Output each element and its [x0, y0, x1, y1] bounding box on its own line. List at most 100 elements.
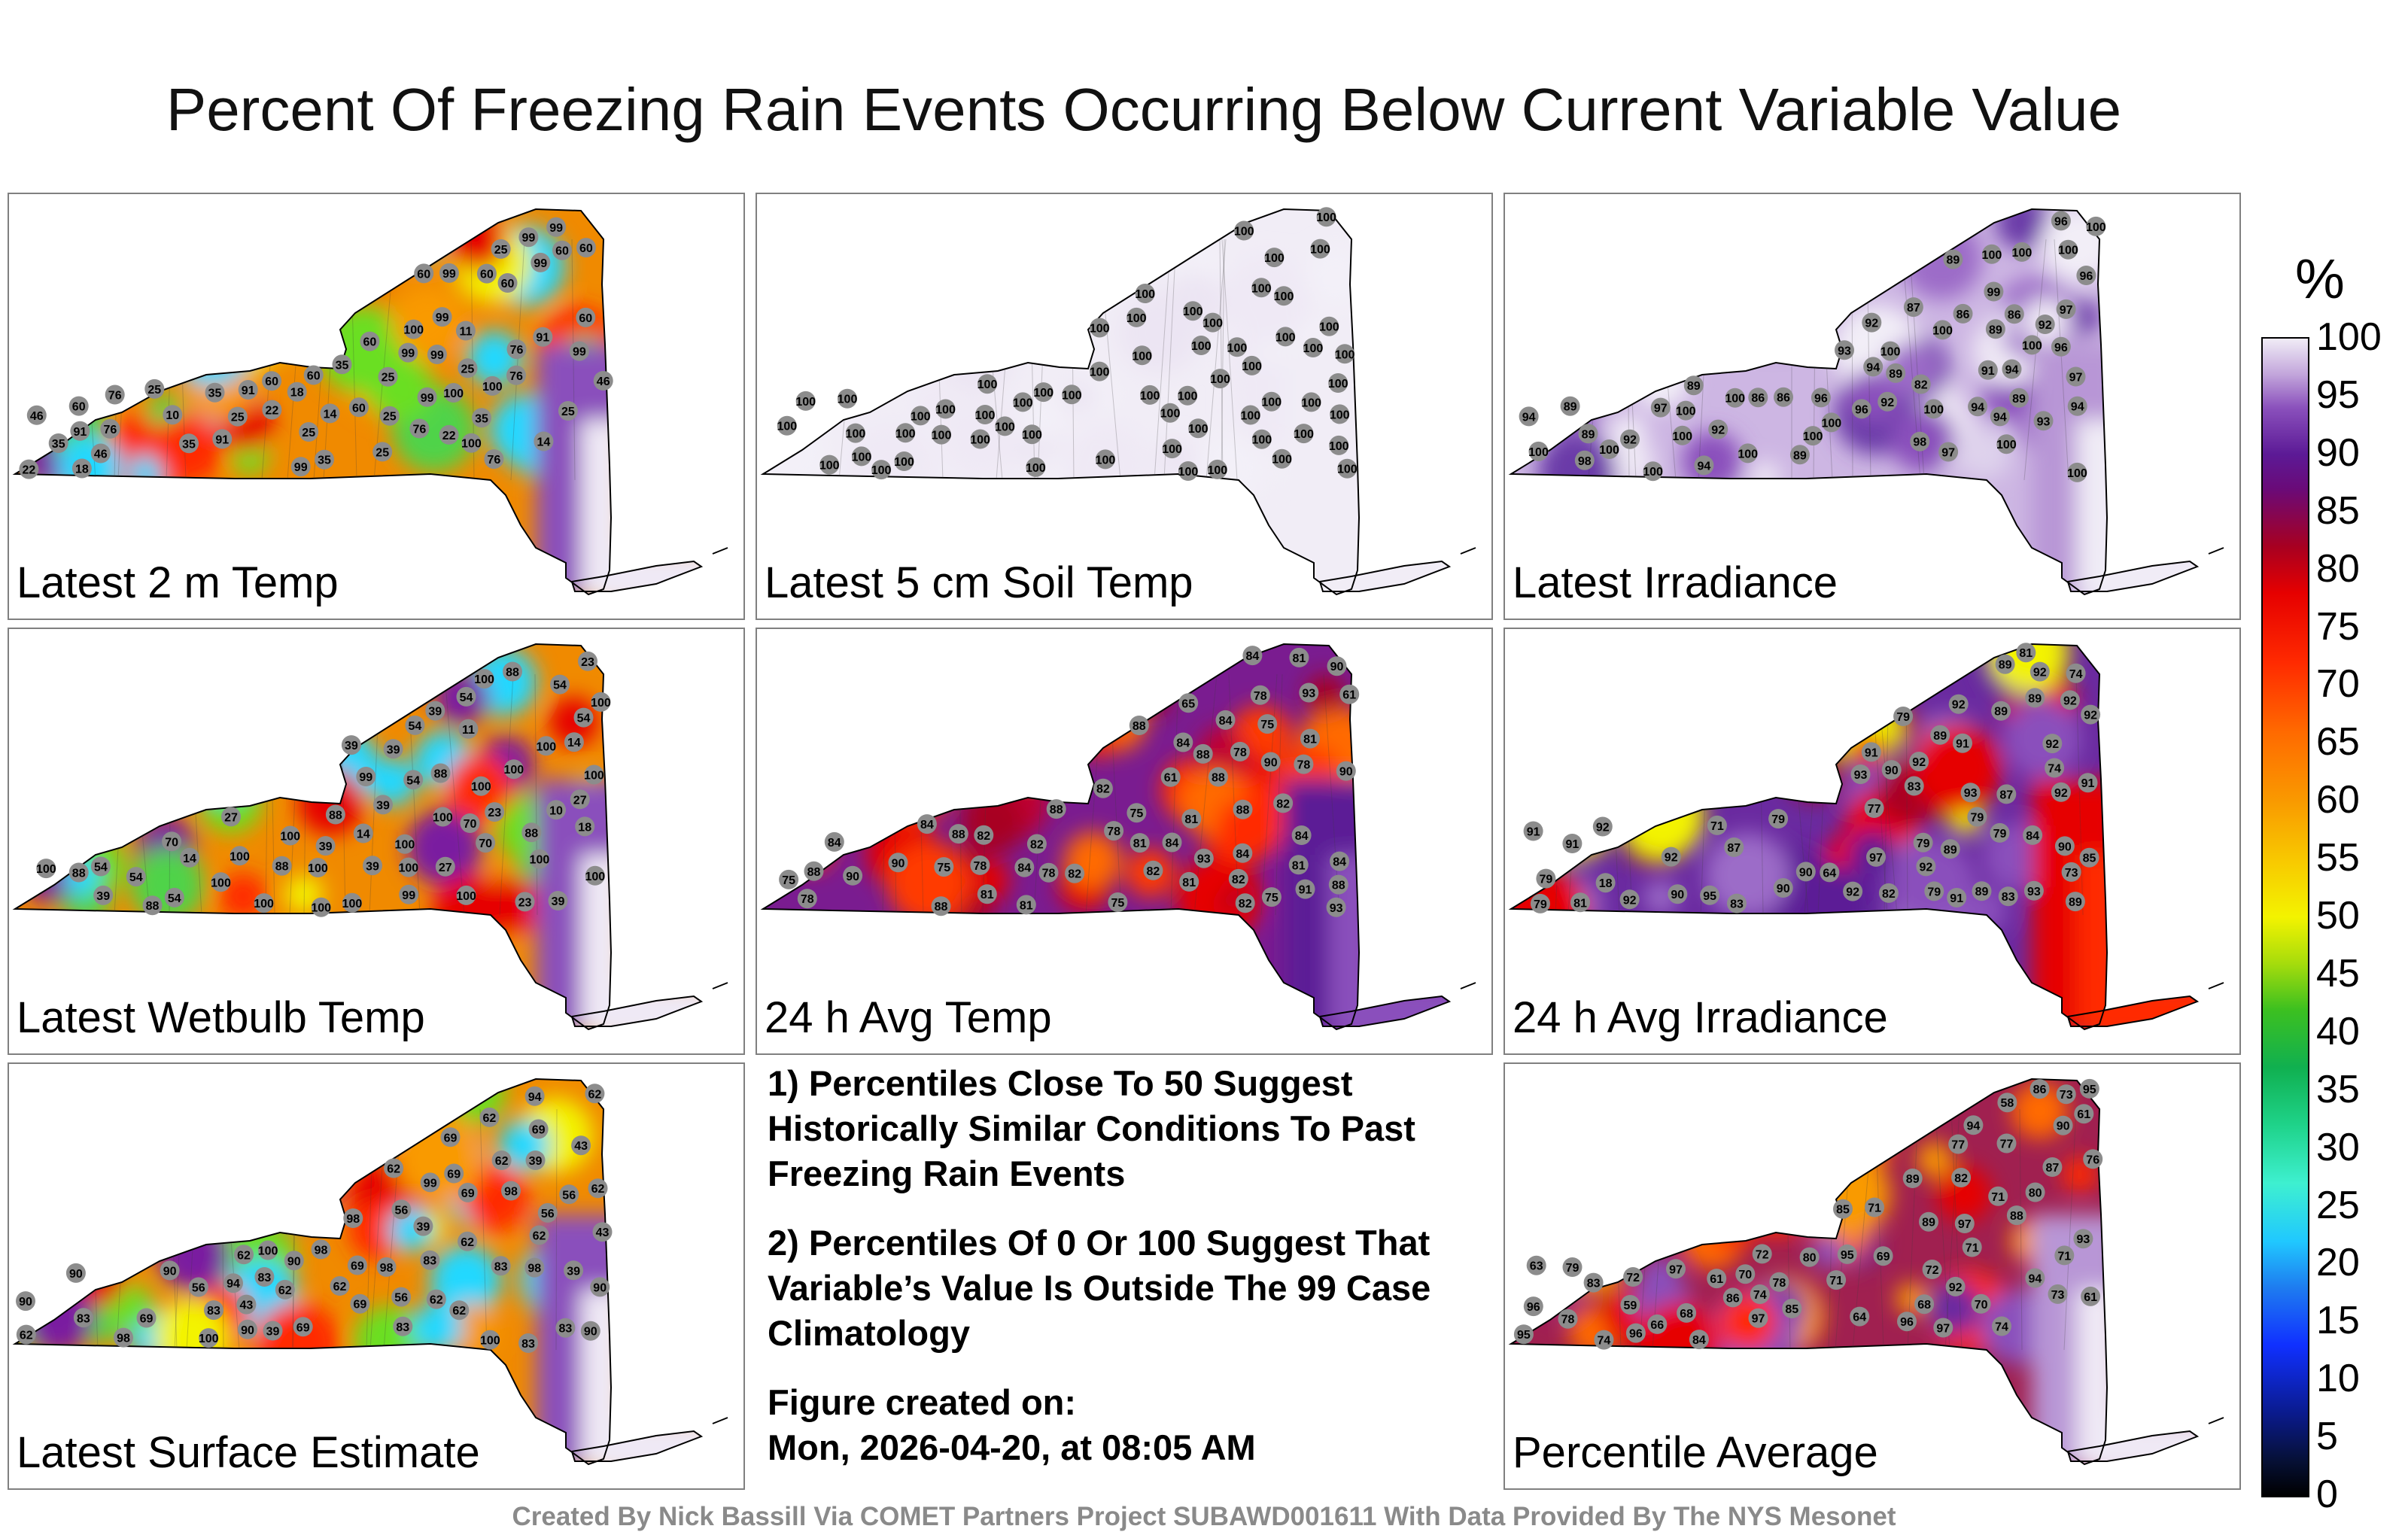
- station-value: 82: [1914, 379, 1928, 392]
- station-marker: 14: [534, 431, 554, 451]
- station-marker: 96: [2051, 211, 2071, 231]
- station-marker: 56: [391, 1199, 412, 1220]
- station-marker: 70: [476, 833, 496, 853]
- station-value: 25: [494, 244, 508, 257]
- station-value: 60: [555, 245, 569, 258]
- station-value: 82: [1239, 898, 1252, 910]
- station-value: 62: [387, 1163, 400, 1176]
- station-value: 93: [1197, 853, 1211, 866]
- station-marker: 72: [1623, 1267, 1643, 1287]
- station-marker: 99: [531, 252, 551, 272]
- station-value: 100: [1135, 288, 1155, 301]
- station-marker: 82: [1093, 778, 1113, 798]
- station-marker: 100: [2086, 216, 2106, 236]
- station-marker: 94: [223, 1273, 243, 1293]
- station-marker: 91: [1861, 742, 1881, 762]
- station-marker: 99: [399, 884, 419, 904]
- station-marker: 78: [1558, 1309, 1578, 1329]
- station-value: 22: [23, 464, 36, 477]
- station-value: 94: [2071, 401, 2084, 414]
- station-value: 46: [30, 410, 44, 423]
- station-value: 39: [319, 840, 333, 853]
- station-value: 76: [104, 424, 117, 436]
- station-marker: 70: [1735, 1264, 1756, 1284]
- station-marker: 83: [491, 1256, 511, 1276]
- station-value: 100: [1202, 318, 1223, 330]
- station-value: 88: [146, 900, 160, 913]
- station-value: 60: [501, 278, 515, 290]
- station-value: 86: [2033, 1084, 2047, 1096]
- station-marker: 94: [1968, 397, 1988, 417]
- station-marker: 79: [1562, 1257, 1583, 1277]
- station-value: 100: [1880, 346, 1901, 359]
- station-value: 89: [1944, 843, 1957, 856]
- station-value: 98: [315, 1244, 328, 1257]
- station-value: 100: [1294, 428, 1314, 441]
- station-marker: 54: [164, 887, 184, 907]
- station-value: 74: [2069, 668, 2083, 681]
- station-marker: 94: [1990, 406, 2010, 427]
- map-svg: 90 88 84 90 82 75 78 88 84 84 82 81 84 75 78 82 88 84 82 78…: [760, 643, 1476, 1031]
- station-value: 81: [1293, 652, 1306, 665]
- station-value: 90: [1777, 883, 1790, 895]
- colorbar-tick: 45: [2316, 951, 2360, 995]
- station-value: 88: [935, 901, 948, 913]
- station-marker: 62: [479, 1107, 500, 1127]
- station-value: 78: [1773, 1277, 1786, 1290]
- station-marker: 90: [2054, 836, 2075, 856]
- station-marker: 18: [1595, 873, 1616, 893]
- station-value: 93: [2037, 415, 2051, 428]
- station-marker: 69: [136, 1308, 157, 1328]
- station-value: 93: [1330, 902, 1343, 915]
- station-value: 100: [1013, 397, 1033, 409]
- station-marker: 97: [1866, 847, 1886, 867]
- station-marker: 89: [1972, 881, 1992, 901]
- station-marker: 61: [1160, 767, 1181, 787]
- station-marker: 62: [330, 1276, 350, 1296]
- station-marker: 100: [871, 460, 892, 480]
- station-value: 83: [1730, 898, 1744, 911]
- station-value: 78: [1107, 825, 1120, 838]
- station-marker: 62: [458, 1231, 478, 1251]
- station-marker: 84: [1014, 857, 1035, 877]
- station-value: 99: [522, 232, 536, 245]
- station-value: 89: [1975, 886, 1989, 898]
- station-marker: 92: [2042, 734, 2063, 754]
- station-value: 70: [165, 836, 178, 849]
- colorbar-tick: 30: [2316, 1125, 2360, 1169]
- station-value: 100: [1234, 226, 1254, 239]
- station-marker: 60: [262, 371, 282, 391]
- station-value: 35: [336, 359, 349, 372]
- station-marker: 60: [576, 238, 596, 258]
- station-marker: 73: [2061, 862, 2081, 882]
- map-svg: 97 92 91 92 92 92 92 93 93 91 90 91 92 92 92 90 92 92 91 90…: [1508, 643, 2224, 1031]
- station-value: 25: [375, 446, 389, 459]
- station-value: 91: [1566, 838, 1579, 851]
- station-value: 60: [417, 268, 430, 281]
- station-value: 89: [1582, 428, 1595, 441]
- station-marker: 97: [1938, 442, 1959, 462]
- station-value: 92: [1865, 318, 1878, 330]
- colorbar-tick: 90: [2316, 430, 2360, 475]
- station-marker: 72: [1752, 1244, 1772, 1264]
- station-marker: 80: [2025, 1182, 2045, 1202]
- station-marker: 90: [1668, 884, 1688, 904]
- station-value: 39: [345, 740, 358, 752]
- station-marker: 74: [2045, 758, 2065, 778]
- station-marker: 78: [797, 889, 817, 909]
- station-value: 63: [1530, 1260, 1543, 1273]
- station-marker: 99: [417, 387, 437, 407]
- station-marker: 71: [1865, 1197, 1884, 1217]
- station-value: 92: [2084, 710, 2097, 722]
- station-value: 56: [395, 1204, 409, 1217]
- station-marker: 97: [1954, 1214, 1975, 1233]
- station-marker: 77: [1948, 1134, 1969, 1154]
- colorbar-tick: 50: [2316, 894, 2360, 938]
- station-value: 71: [1966, 1242, 1979, 1255]
- station-marker: 90: [238, 1319, 257, 1339]
- colorbar-tick: 55: [2316, 836, 2360, 880]
- station-marker: 99: [427, 345, 447, 364]
- station-value: 96: [1855, 403, 1868, 416]
- station-marker: 100: [932, 424, 951, 445]
